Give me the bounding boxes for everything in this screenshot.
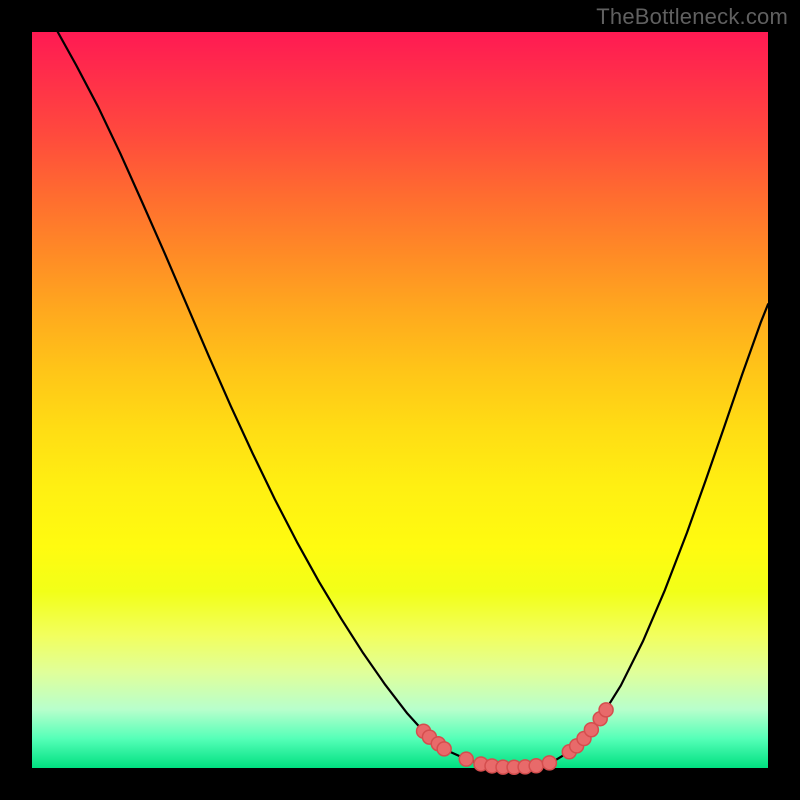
- chart-container: TheBottleneck.com: [0, 0, 800, 800]
- plot-area: [32, 32, 768, 768]
- watermark-text: TheBottleneck.com: [596, 4, 788, 30]
